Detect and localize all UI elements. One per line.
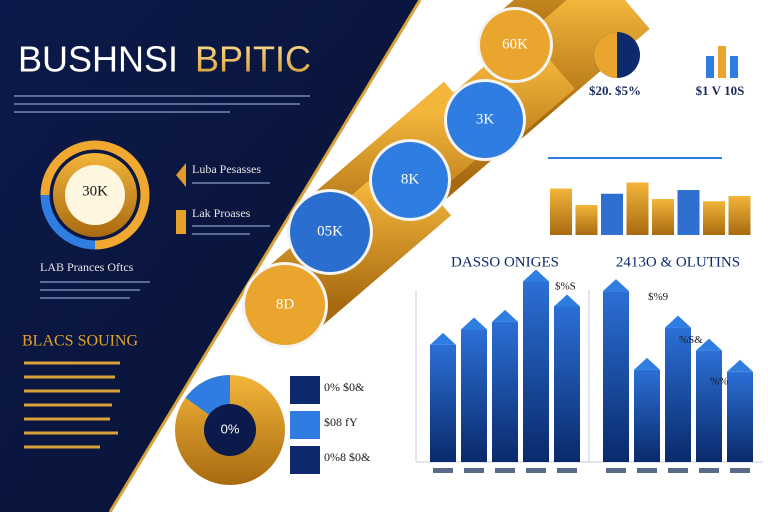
mini-bar — [601, 193, 623, 235]
legend-swatch — [290, 376, 320, 404]
bar — [554, 306, 580, 462]
bar — [696, 350, 722, 462]
divider — [108, 0, 422, 512]
donut-center — [65, 165, 125, 225]
icon — [176, 210, 186, 234]
pie-caption: $20. $5% — [589, 83, 641, 98]
cylinder-label: 8K — [401, 171, 420, 187]
bar-cap — [665, 315, 691, 328]
legend-item: Lak Proases — [192, 206, 251, 220]
bar-cap — [554, 294, 580, 307]
bar-cap — [523, 269, 549, 282]
bar-cap — [727, 359, 753, 372]
mini-bar — [550, 188, 572, 235]
section-title: BLACS SOUING — [22, 333, 138, 350]
x-tick-stub — [557, 468, 577, 473]
legend-item: 0% $0& — [324, 380, 365, 394]
bar — [727, 371, 753, 462]
mini-bar — [652, 199, 674, 235]
bar-cap — [461, 317, 487, 330]
legend-swatch — [290, 446, 320, 474]
bar-cap — [696, 338, 722, 351]
decorative-bars — [24, 361, 120, 449]
x-tick-stub — [606, 468, 626, 473]
legend-item: 0%8 $0& — [324, 450, 371, 464]
bar-cap — [634, 357, 660, 370]
bar-cap — [430, 332, 456, 345]
x-tick-stub — [433, 468, 453, 473]
x-tick-stub — [699, 468, 719, 473]
x-tick-stub — [730, 468, 750, 473]
cylinder-cap — [447, 82, 523, 158]
x-tick-stub — [495, 468, 515, 473]
icon-bar — [706, 56, 714, 78]
cylinder-label: 3K — [476, 111, 495, 127]
cylinder-cap — [290, 192, 370, 272]
donut-ring — [40, 140, 150, 250]
x-tick-stub — [526, 468, 546, 473]
data-label: $%9 — [648, 291, 669, 303]
cylinder-cap — [372, 142, 448, 218]
chart-title: DASSO ONIGES — [451, 254, 559, 270]
cylinder-cap — [480, 10, 550, 80]
bar — [665, 327, 691, 462]
icon — [176, 163, 186, 187]
pie-slice — [594, 32, 617, 78]
left-panel — [0, 0, 420, 512]
donut-label: 30K — [82, 183, 108, 199]
icon-bar — [730, 56, 738, 78]
cylinder-cap — [245, 265, 325, 345]
cylinder-label: 05K — [317, 223, 343, 239]
subtitle-lines — [14, 95, 310, 113]
legend-swatch — [290, 411, 320, 439]
mini-bar — [677, 190, 700, 235]
icon-caption: $1 V 10S — [696, 83, 745, 98]
cylinder-label: 8D — [276, 296, 295, 312]
bottom-donut-center — [204, 404, 256, 456]
left-panel-content: 30K Luba Pesasses Lak Proases LAB Prance… — [22, 153, 270, 449]
bar — [523, 281, 549, 462]
bottom-donut-label: 0% — [221, 421, 240, 436]
data-label: $%S — [555, 281, 576, 293]
cylinder-label: 60K — [502, 36, 528, 52]
data-label: %% — [710, 375, 728, 387]
mini-bar — [703, 201, 725, 235]
x-tick-stub — [464, 468, 484, 473]
bar-cap — [603, 279, 629, 292]
mini-bar — [626, 182, 649, 235]
title-word: BPITIC — [195, 39, 311, 80]
bar — [603, 291, 629, 462]
data-label: %S& — [679, 334, 703, 346]
donut-ring — [40, 194, 96, 250]
mini-bar — [575, 205, 598, 235]
mini-bar — [728, 196, 751, 235]
bar-cap — [492, 309, 518, 322]
bar — [492, 321, 518, 462]
bar — [634, 369, 660, 462]
bar — [430, 344, 456, 462]
chart-title: 2413O & OLUTINS — [616, 254, 740, 270]
icon-bar — [718, 46, 726, 78]
bar — [461, 329, 487, 462]
caption: LAB Prances Oftcs — [40, 260, 134, 274]
legend-item: $08 fY — [324, 415, 358, 429]
legend-item: Luba Pesasses — [192, 162, 261, 176]
title-word: BUSHNSI — [18, 39, 178, 80]
x-tick-stub — [668, 468, 688, 473]
x-tick-stub — [637, 468, 657, 473]
